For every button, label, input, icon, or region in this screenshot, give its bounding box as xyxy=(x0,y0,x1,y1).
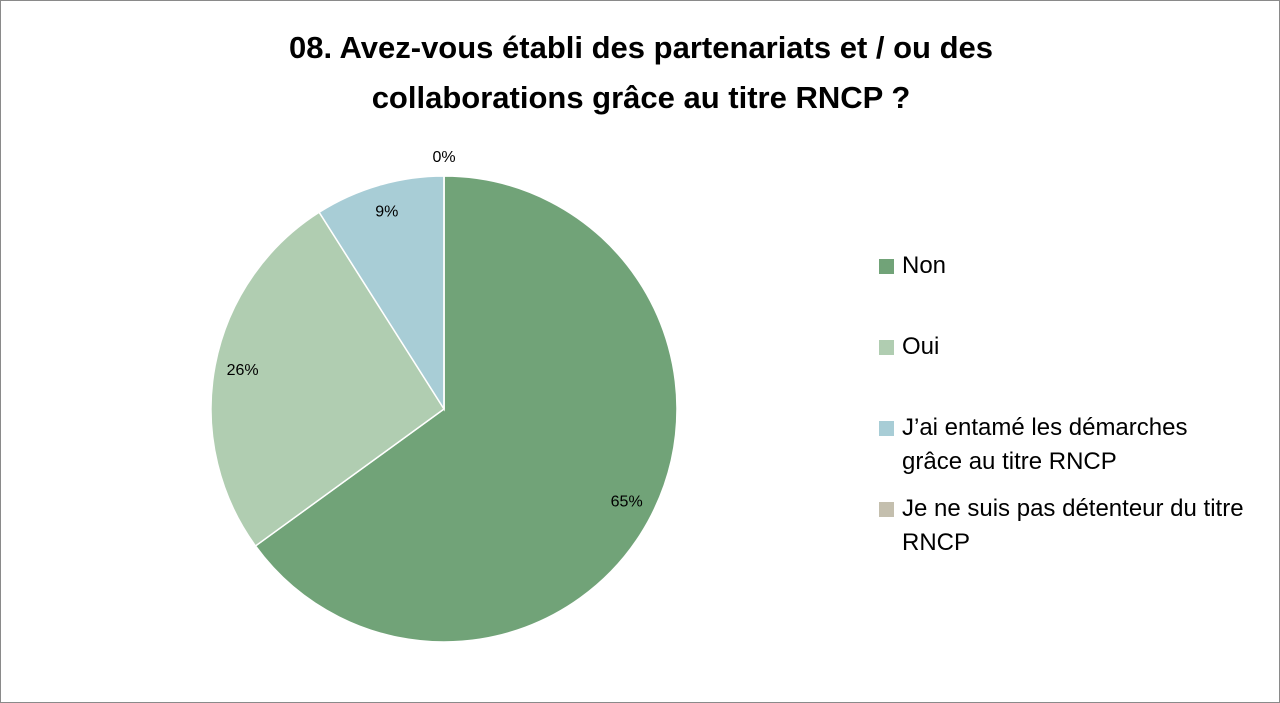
pie-slice xyxy=(254,175,678,643)
chart-title: 08. Avez-vous établi des partenariats et… xyxy=(288,30,994,115)
data-label: 65% xyxy=(611,493,643,510)
legend-label: Oui xyxy=(902,333,940,360)
legend-label: Non xyxy=(902,252,947,279)
legend-label: Je ne suis pas détenteur du titre RNCP xyxy=(902,495,1244,556)
data-label: 26% xyxy=(227,362,259,379)
pie-slice xyxy=(318,175,445,412)
legend-swatch xyxy=(879,421,894,436)
legend-label: J’ai entamé les démarches grâce au titre… xyxy=(902,414,1188,475)
pie-slice xyxy=(210,211,446,548)
legend-swatch xyxy=(879,259,894,274)
data-label: 9% xyxy=(375,203,398,220)
data-label: 0% xyxy=(432,149,455,166)
legend-swatch xyxy=(879,502,894,517)
legend-swatch xyxy=(879,340,894,355)
